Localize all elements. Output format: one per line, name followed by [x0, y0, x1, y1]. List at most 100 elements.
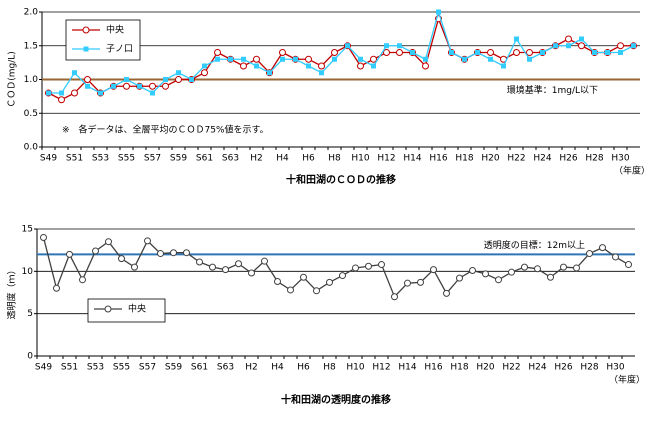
- x-tick-label: S61: [191, 363, 208, 373]
- x-tick-label: H24: [533, 154, 551, 164]
- data-point: [79, 276, 86, 284]
- data-point: [53, 284, 60, 292]
- data-point: [253, 55, 260, 63]
- data-point: [46, 90, 51, 96]
- x-tick-label: S59: [170, 154, 187, 164]
- x-tick-label: H2: [250, 154, 263, 164]
- data-point: [612, 253, 619, 261]
- series-line: [48, 16, 634, 101]
- data-point: [214, 49, 221, 56]
- data-point: [137, 83, 142, 89]
- data-point: [331, 49, 338, 56]
- series-line: [42, 237, 629, 298]
- x-tick-label: S63: [222, 154, 239, 164]
- data-point: [521, 263, 528, 271]
- data-point: [170, 249, 177, 257]
- data-point: [625, 261, 632, 269]
- data-point: [501, 63, 506, 69]
- data-point: [202, 63, 207, 69]
- y-tick-label: 10: [22, 267, 34, 277]
- x-tick-label: S51: [61, 363, 78, 373]
- legend-marker: [82, 26, 90, 34]
- data-point: [123, 82, 130, 90]
- data-point: [261, 257, 268, 265]
- data-point: [475, 50, 480, 55]
- data-point: [560, 263, 567, 271]
- x-tick-label: S63: [217, 363, 234, 373]
- x-tick-label: H10: [351, 154, 369, 164]
- x-unit: （年度）: [609, 374, 645, 386]
- data-point: [384, 43, 389, 49]
- data-point: [547, 273, 554, 281]
- legend-marker: [83, 46, 89, 52]
- data-point: [326, 278, 333, 286]
- data-point: [144, 237, 151, 245]
- data-point: [66, 250, 73, 258]
- x-tick-label: H10: [346, 363, 364, 373]
- data-point: [183, 249, 190, 257]
- x-tick-label: H30: [611, 154, 629, 164]
- y-tick-label: 1.5: [24, 41, 38, 51]
- x-tick-label: H6: [302, 154, 315, 164]
- data-point: [371, 63, 376, 69]
- data-point: [422, 62, 429, 70]
- x-tick-label: H18: [455, 154, 473, 164]
- data-point: [462, 56, 467, 62]
- y-axis-label: 透明度（ｍ）: [6, 265, 18, 319]
- data-point: [228, 56, 233, 62]
- x-tick-label: H8: [328, 154, 341, 164]
- data-point: [241, 56, 246, 62]
- data-point: [443, 289, 450, 297]
- reference-label: 透明度の目標：12m以上: [484, 239, 585, 251]
- x-tick-label: H6: [297, 363, 310, 373]
- y-tick-label: 0.0: [24, 143, 39, 153]
- data-point: [573, 264, 580, 272]
- data-point: [163, 77, 168, 82]
- x-tick-label: H28: [580, 363, 598, 373]
- data-point: [149, 82, 156, 90]
- data-point: [513, 49, 520, 56]
- y-tick-label: 5: [27, 309, 33, 319]
- x-tick-label: H12: [372, 363, 390, 373]
- x-tick-label: S55: [118, 154, 135, 164]
- data-point: [176, 70, 181, 76]
- x-tick-label: H26: [554, 363, 572, 373]
- data-point: [215, 56, 220, 62]
- data-point: [92, 247, 99, 255]
- x-tick-label: S61: [196, 154, 213, 164]
- data-point: [566, 43, 571, 49]
- x-tick-label: S51: [66, 154, 83, 164]
- data-point: [175, 76, 182, 83]
- y-tick-label: 15: [22, 225, 33, 235]
- data-point: [98, 90, 103, 96]
- data-point: [487, 49, 494, 56]
- data-point: [287, 286, 294, 294]
- data-point: [111, 83, 116, 89]
- data-point: [339, 272, 346, 280]
- x-tick-label: H4: [271, 363, 284, 373]
- data-point: [482, 270, 489, 278]
- y-tick-label: 2.0: [24, 8, 39, 18]
- data-point: [631, 43, 636, 49]
- x-unit: （年度）: [614, 165, 650, 177]
- x-tick-label: S57: [139, 363, 156, 373]
- legend-marker: [104, 305, 112, 313]
- data-point: [540, 50, 545, 55]
- x-tick-label: H2: [245, 363, 258, 373]
- y-tick-label: 1.0: [24, 75, 39, 85]
- data-point: [150, 90, 155, 96]
- data-point: [617, 42, 624, 50]
- data-point: [274, 277, 281, 285]
- data-point: [209, 263, 216, 271]
- data-point: [279, 49, 286, 56]
- data-point: [410, 50, 415, 55]
- data-point: [553, 43, 558, 49]
- data-point: [189, 77, 194, 82]
- data-point: [488, 56, 493, 62]
- x-tick-label: H22: [502, 363, 520, 373]
- x-tick-label: H28: [585, 154, 603, 164]
- data-point: [527, 56, 532, 62]
- x-tick-label: H18: [450, 363, 468, 373]
- legend-box: [65, 19, 141, 61]
